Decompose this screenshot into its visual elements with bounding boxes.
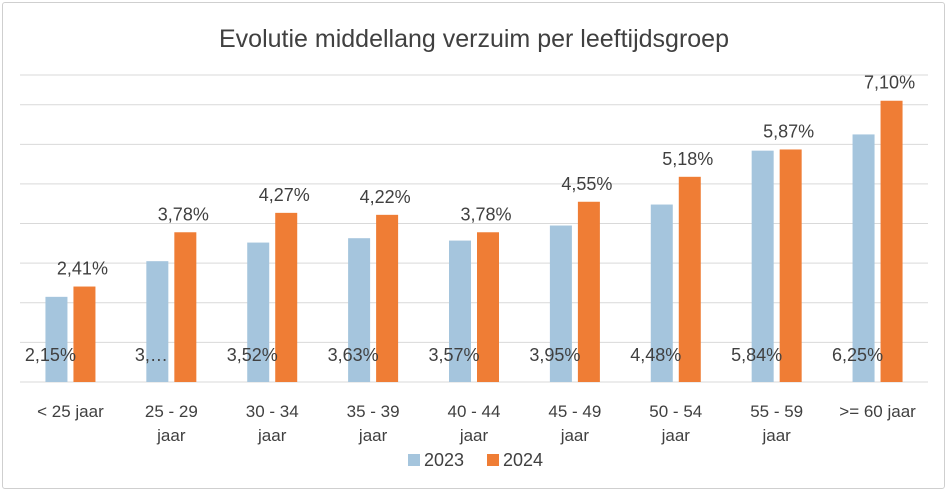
data-label-2024: 4,55%: [561, 174, 612, 194]
legend-swatch-2024: [487, 454, 499, 466]
data-label-2024: 2,41%: [57, 259, 108, 279]
data-label-2023: 3,…: [135, 345, 168, 365]
bar-2023: [146, 261, 169, 382]
x-tick-label: >= 60 jaar: [839, 402, 916, 421]
bar-2023: [247, 242, 270, 382]
bars: [45, 100, 903, 383]
legend: 2023 2024: [408, 450, 543, 470]
x-tick-label: 25 - 29 jaar: [145, 402, 198, 445]
x-tick-label: 50 - 54 jaar: [649, 402, 702, 445]
data-label-2024: 4,22%: [360, 187, 411, 207]
bar-2024: [73, 286, 96, 382]
data-label-2024: 3,78%: [460, 204, 511, 224]
data-label-2024: 5,87%: [763, 121, 814, 141]
bar-2024: [275, 212, 298, 382]
bar-2023: [45, 296, 68, 382]
data-label-2023: 3,57%: [428, 345, 479, 365]
data-label-2024: 7,10%: [864, 73, 915, 93]
bar-2023: [549, 225, 572, 382]
data-label-2023: 4,48%: [630, 345, 681, 365]
bar-2023: [449, 240, 471, 382]
chart-title: Evolutie middellang verzuim per leeftijd…: [219, 25, 729, 53]
data-labels: 2,15% 2,41% 3,… 3,78% 3,52% 4,27% 3,63% 4,22% 3,…: [25, 73, 915, 365]
x-tick-label: 45 - 49 jaar: [548, 402, 601, 445]
bar-2024: [577, 201, 600, 382]
bar-2023: [348, 238, 371, 382]
bar-2024: [477, 232, 499, 382]
x-tick-label: < 25 jaar: [37, 402, 104, 421]
bar-2024: [880, 100, 903, 383]
bar-2023: [650, 204, 673, 382]
data-label-2024: 5,18%: [662, 149, 713, 169]
x-tick-label: 30 - 34 jaar: [246, 402, 299, 445]
x-tick-label: 55 - 59 jaar: [750, 402, 803, 445]
data-label-2023: 6,25%: [832, 345, 883, 365]
legend-label-2023: 2023: [424, 450, 464, 470]
x-tick-label: 40 - 44 jaar: [448, 402, 501, 445]
data-label-2024: 3,78%: [158, 204, 209, 224]
x-tick-label: 35 - 39 jaar: [347, 402, 400, 445]
bar-2024: [779, 149, 802, 382]
bar-2023: [852, 134, 875, 382]
data-label-2023: 5,84%: [731, 345, 782, 365]
bar-2024: [174, 232, 197, 382]
legend-swatch-2023: [408, 454, 420, 466]
bar-2024: [376, 214, 399, 382]
data-label-2023: 3,52%: [227, 345, 278, 365]
bar-2024: [678, 176, 701, 382]
gridlines: [20, 74, 928, 383]
data-label-2023: 2,15%: [25, 345, 76, 365]
data-label-2023: 3,63%: [328, 345, 379, 365]
data-label-2024: 4,27%: [259, 185, 310, 205]
bar-2023: [751, 150, 774, 382]
x-axis-ticks: < 25 jaar 25 - 29 jaar 30 - 34 jaar 35 - 39 ja…: [37, 402, 916, 445]
data-label-2023: 3,95%: [529, 345, 580, 365]
legend-label-2024: 2024: [503, 450, 543, 470]
